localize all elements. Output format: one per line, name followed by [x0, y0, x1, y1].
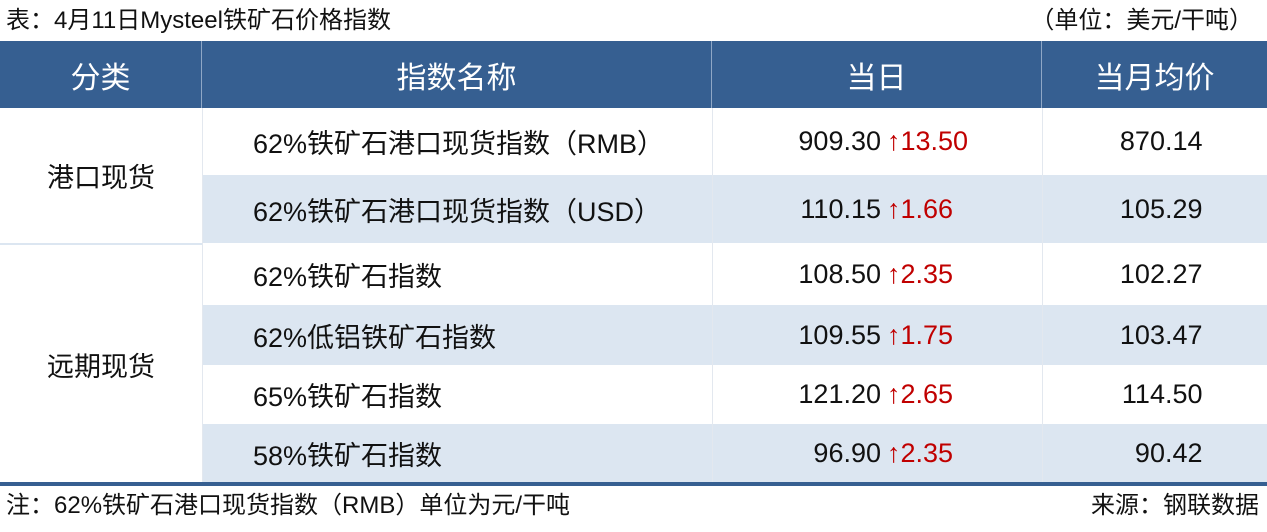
index-name: 58%铁矿石指数: [202, 424, 712, 483]
title-bar: 表：4月11日Mysteel铁矿石价格指数 （单位：美元/干吨）: [0, 0, 1267, 41]
today-value: 909.30: [798, 126, 881, 156]
table-row: 62%铁矿石港口现货指数（USD） 110.15 ↑1.66 105.29: [202, 175, 1267, 243]
change-up: ↑13.50: [887, 126, 969, 156]
source: 来源：钢联数据: [1091, 492, 1259, 519]
monthly-avg-value: 90.42: [1134, 438, 1203, 468]
change-up: ↑1.75: [887, 319, 954, 350]
table-title: 表：4月11日Mysteel铁矿石价格指数: [6, 7, 391, 34]
today-value: 121.20: [798, 379, 881, 409]
change-up: ↑1.66: [887, 193, 954, 224]
footnote: 注：62%铁矿石港口现货指数（RMB）单位为元/干吨: [6, 492, 571, 519]
today-cell: 110.15 ↑1.66: [712, 175, 1042, 243]
monthly-avg-value: 105.29: [1119, 193, 1203, 224]
today-cell: 108.50 ↑2.35: [712, 243, 1042, 305]
index-name: 62%低铝铁矿石指数: [202, 305, 712, 365]
change-up: ↑2.65: [887, 379, 954, 409]
header-today: 当日: [712, 41, 1042, 108]
today-cell: 121.20 ↑2.65: [712, 365, 1042, 424]
header-index-name: 指数名称: [202, 41, 712, 108]
index-name: 62%铁矿石港口现货指数（USD）: [202, 175, 712, 243]
header-category: 分类: [0, 41, 202, 108]
monthly-avg-value: 102.27: [1119, 258, 1203, 289]
unit-label: （单位：美元/干吨）: [1030, 7, 1253, 34]
today-value: 108.50: [798, 258, 881, 289]
monthly-avg-value: 870.14: [1119, 126, 1203, 156]
change-up: ↑2.35: [887, 438, 954, 468]
monthly-avg-value: 114.50: [1121, 379, 1203, 409]
today-cell: 96.90 ↑2.35: [712, 424, 1042, 483]
monthly-avg-cell: 90.42: [1042, 424, 1267, 483]
monthly-avg-cell: 114.50: [1042, 365, 1267, 424]
table-row: 62%铁矿石港口现货指数（RMB） 909.30 ↑13.50 870.14: [202, 108, 1267, 175]
table-row: 65%铁矿石指数 121.20 ↑2.65 114.50: [202, 365, 1267, 424]
table-row: 62%低铝铁矿石指数 109.55 ↑1.75 103.47: [202, 305, 1267, 365]
monthly-avg-value: 103.47: [1119, 319, 1203, 350]
index-name: 62%铁矿石指数: [202, 243, 712, 305]
monthly-avg-cell: 105.29: [1042, 175, 1267, 243]
table-row: 58%铁矿石指数 96.90 ↑2.35 90.42: [202, 424, 1267, 483]
category-port-spot: 港口现货: [0, 108, 202, 243]
today-value: 96.90: [813, 438, 881, 468]
today-value: 109.55: [798, 319, 881, 350]
table-row: 62%铁矿石指数 108.50 ↑2.35 102.27: [202, 243, 1267, 305]
change-up: ↑2.35: [887, 258, 954, 289]
today-value: 110.15: [800, 193, 881, 224]
table-header: 分类 指数名称 当日 当月均价: [0, 41, 1267, 108]
index-name: 65%铁矿石指数: [202, 365, 712, 424]
today-cell: 109.55 ↑1.75: [712, 305, 1042, 365]
monthly-avg-cell: 102.27: [1042, 243, 1267, 305]
index-name: 62%铁矿石港口现货指数（RMB）: [202, 108, 712, 175]
category-forward-spot: 远期现货: [0, 245, 202, 483]
header-monthly-avg: 当月均价: [1094, 61, 1215, 95]
category-divider: [0, 243, 202, 245]
monthly-avg-cell: 870.14: [1042, 108, 1267, 175]
today-cell: 909.30 ↑13.50: [712, 108, 1042, 175]
monthly-avg-cell: 103.47: [1042, 305, 1267, 365]
bottom-border: [0, 482, 1267, 486]
